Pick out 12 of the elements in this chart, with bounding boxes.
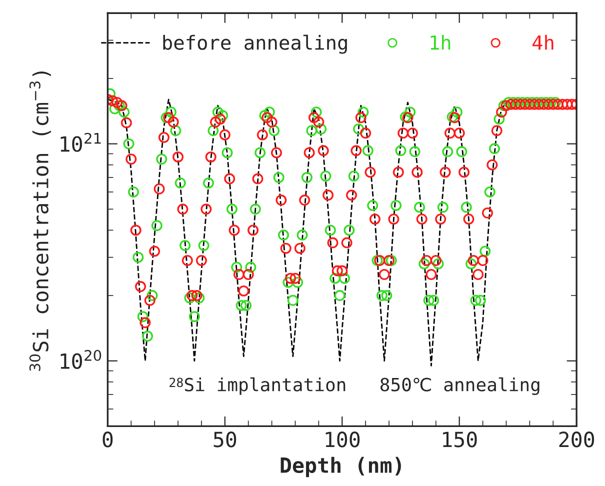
x-tick-label: 100 [326,432,360,448]
legend-label: 4h [532,34,554,50]
legend-label: 1h [430,34,450,50]
x-tick-label: 200 [559,432,594,448]
y-axis-title: $^{30}$Si concentration (cm$^{−3}$) [29,72,51,371]
legend-label: before annealing [163,34,347,54]
y-tick-label: 10$^{21}$ [60,132,101,152]
x-tick-label: 0 [102,432,113,448]
x-tick-label: 150 [443,432,477,448]
x-axis-title: Depth (nm) [280,456,401,478]
y-tick-label: 10$^{20}$ [60,350,102,369]
x-tick-label: 50 [214,432,236,448]
